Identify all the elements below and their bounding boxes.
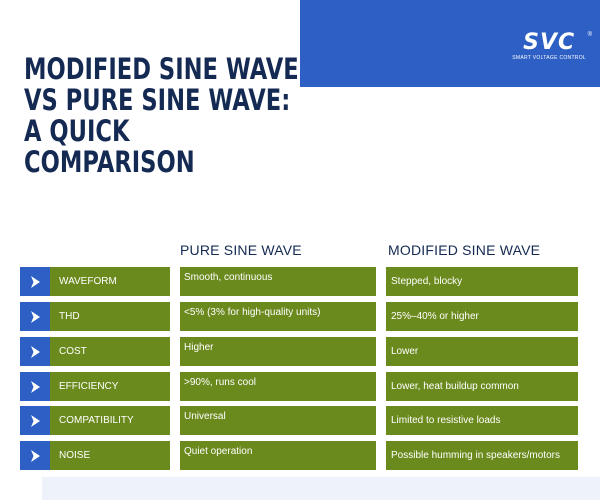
table-row: WAVEFORM Smooth, continuous Stepped, blo… xyxy=(0,267,600,296)
title-line: MODIFIED SINE WAVE xyxy=(24,52,299,86)
logo-tagline: SMART VOLTAGE CONTROL xyxy=(512,55,586,61)
row-label: NOISE xyxy=(50,441,170,470)
row-label: EFFICIENCY xyxy=(50,372,170,401)
registered-mark: ® xyxy=(587,32,592,38)
pure-cell: >90%, runs cool xyxy=(180,372,376,401)
row-label: THD xyxy=(50,302,170,331)
title-line: VS PURE SINE WAVE: xyxy=(24,83,291,117)
chevron-right-icon xyxy=(20,337,50,366)
chevron-right-icon xyxy=(20,406,50,435)
title-line: A QUICK xyxy=(24,114,130,148)
table-row: COMPATIBILITY Universal Limited to resis… xyxy=(0,406,600,435)
svc-logo: SVC ® SMART VOLTAGE CONTROL xyxy=(512,30,592,62)
row-label: WAVEFORM xyxy=(50,267,170,296)
chevron-right-icon xyxy=(20,441,50,470)
modified-cell: 25%–40% or higher xyxy=(386,302,578,331)
row-label: COMPATIBILITY xyxy=(50,406,170,435)
table-row: EFFICIENCY >90%, runs cool Lower, heat b… xyxy=(0,372,600,401)
modified-cell: Possible humming in speakers/motors xyxy=(386,441,578,470)
footer-strip xyxy=(42,477,600,500)
pure-cell: Smooth, continuous xyxy=(180,267,376,296)
chevron-right-icon xyxy=(20,302,50,331)
modified-cell: Stepped, blocky xyxy=(386,267,578,296)
pure-cell: Quiet operation xyxy=(180,441,376,470)
row-label: COST xyxy=(50,337,170,366)
logo-mark: SVC xyxy=(523,30,576,55)
table-row: NOISE Quiet operation Possible humming i… xyxy=(0,441,600,470)
column-header-pure: PURE SINE WAVE xyxy=(180,242,302,258)
chevron-right-icon xyxy=(20,372,50,401)
pure-cell: <5% (3% for high-quality units) xyxy=(180,302,376,331)
column-header-modified: MODIFIED SINE WAVE xyxy=(388,242,541,258)
modified-cell: Lower xyxy=(386,337,578,366)
page-title: MODIFIED SINE WAVE VS PURE SINE WAVE: A … xyxy=(24,52,299,179)
modified-cell: Limited to resistive loads xyxy=(386,406,578,435)
title-line: COMPARISON xyxy=(24,145,195,179)
table-row: COST Higher Lower xyxy=(0,337,600,366)
pure-cell: Higher xyxy=(180,337,376,366)
chevron-right-icon xyxy=(20,267,50,296)
table-row: THD <5% (3% for high-quality units) 25%–… xyxy=(0,302,600,331)
logo-banner: SVC ® SMART VOLTAGE CONTROL xyxy=(300,0,600,87)
modified-cell: Lower, heat buildup common xyxy=(386,372,578,401)
pure-cell: Universal xyxy=(180,406,376,435)
